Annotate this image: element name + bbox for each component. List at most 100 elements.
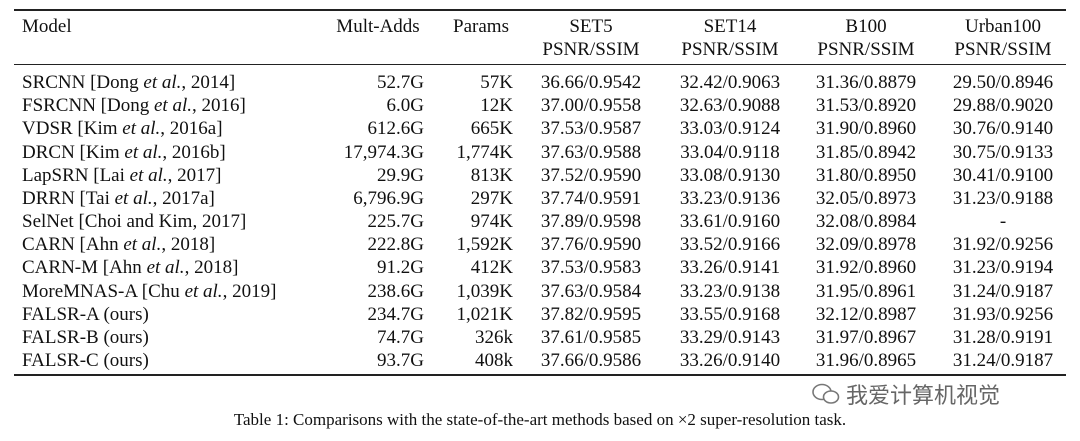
- cell: 31.92/0.8960: [815, 257, 917, 279]
- cell: 31.90/0.8960: [815, 118, 917, 140]
- model-name: FSRCNN [Dong et al., 2016]: [22, 95, 246, 117]
- model-name: LapSRN [Lai et al., 2017]: [22, 164, 222, 186]
- model-name: SelNet [Choi and Kim, 2017]: [22, 211, 247, 233]
- watermark: 我爱计算机视觉: [812, 378, 1000, 410]
- column-subheader: PSNR/SSIM: [817, 39, 915, 60]
- column-header: SET5: [569, 16, 613, 37]
- cell: 29.9G: [377, 164, 424, 186]
- cell: 33.03/0.9124: [679, 118, 781, 140]
- cell: -: [999, 211, 1007, 233]
- cell: 31.92/0.9256: [952, 234, 1054, 256]
- cell: 31.23/0.9194: [952, 257, 1054, 279]
- cell: 1,021K: [456, 303, 513, 325]
- cell: 37.82/0.9595: [540, 303, 642, 325]
- model-name: DRRN [Tai et al., 2017a]: [22, 187, 215, 209]
- watermark-text: 我爱计算机视觉: [846, 384, 1001, 409]
- cell: 297K: [470, 187, 513, 209]
- cell: 32.08/0.8984: [815, 211, 917, 233]
- cell: 31.24/0.9187: [952, 280, 1054, 302]
- cell: 225.7G: [367, 211, 424, 233]
- model-name: VDSR [Kim et al., 2016a]: [22, 118, 223, 140]
- cell: 37.52/0.9590: [540, 164, 642, 186]
- cell: 30.75/0.9133: [952, 141, 1054, 163]
- cell: 17,974.3G: [343, 141, 424, 163]
- cell: 32.63/0.9088: [679, 95, 781, 117]
- cell: 36.66/0.9542: [540, 72, 642, 93]
- cell: 33.61/0.9160: [679, 211, 781, 233]
- cell: 37.61/0.9585: [540, 326, 642, 348]
- cell: 612.6G: [367, 118, 424, 140]
- cell: 12K: [480, 95, 513, 117]
- model-name: FALSR-C (ours): [22, 350, 149, 372]
- model-name: SRCNN [Dong et al., 2014]: [22, 72, 236, 93]
- cell: 37.63/0.9588: [540, 141, 642, 163]
- model-name: FALSR-A (ours): [22, 303, 149, 325]
- cell: 238.6G: [367, 280, 424, 302]
- cell: 31.85/0.8942: [815, 141, 917, 163]
- cell: 408k: [475, 350, 513, 372]
- cell: 37.53/0.9587: [540, 118, 642, 140]
- column-header: Model: [22, 16, 72, 37]
- model-name: CARN-M [Ahn et al., 2018]: [22, 257, 239, 279]
- cell: 33.55/0.9168: [679, 303, 781, 325]
- cell: 31.93/0.9256: [952, 303, 1054, 325]
- column-subheader: PSNR/SSIM: [542, 39, 640, 60]
- cell: 33.26/0.9140: [679, 350, 781, 372]
- cell: 37.74/0.9591: [540, 187, 642, 209]
- cell: 1,774K: [456, 141, 513, 163]
- cell: 33.29/0.9143: [679, 326, 781, 348]
- cell: 37.76/0.9590: [540, 234, 642, 256]
- column-subheader: PSNR/SSIM: [954, 39, 1052, 60]
- cell: 32.05/0.8973: [815, 187, 917, 209]
- column-subheader: PSNR/SSIM: [681, 39, 779, 60]
- cell: 813K: [470, 164, 513, 186]
- cell: 33.52/0.9166: [679, 234, 781, 256]
- top-rule: [14, 9, 1066, 11]
- model-name: FALSR-B (ours): [22, 326, 149, 348]
- cell: 1,039K: [456, 280, 513, 302]
- cell: 6,796.9G: [353, 187, 424, 209]
- caption: Table 1: Comparisons with the state-of-t…: [233, 410, 847, 429]
- cell: 31.36/0.8879: [815, 72, 917, 93]
- cell: 32.09/0.8978: [815, 234, 917, 256]
- cell: 93.7G: [377, 350, 424, 372]
- cell: 37.63/0.9584: [540, 280, 642, 302]
- column-header: Urban100: [965, 16, 1041, 37]
- cell: 234.7G: [367, 303, 424, 325]
- cell: 29.50/0.8946: [952, 72, 1054, 93]
- cell: 326k: [475, 326, 513, 348]
- column-header: Mult-Adds: [336, 16, 420, 37]
- cell: 412K: [470, 257, 513, 279]
- cell: 6.0G: [386, 95, 424, 117]
- cell: 1,592K: [456, 234, 513, 256]
- cell: 37.00/0.9558: [540, 95, 642, 117]
- cell: 37.89/0.9598: [540, 211, 642, 233]
- cell: 33.23/0.9138: [679, 280, 781, 302]
- cell: 32.12/0.8987: [815, 303, 917, 325]
- cell: 31.28/0.9191: [952, 326, 1054, 348]
- cell: 30.76/0.9140: [952, 118, 1054, 140]
- cell: 37.66/0.9586: [540, 350, 642, 372]
- cell: 52.7G: [377, 72, 424, 93]
- column-header: SET14: [703, 16, 757, 37]
- cell: 74.7G: [377, 326, 424, 348]
- cell: 31.24/0.9187: [952, 350, 1054, 372]
- cell: 33.08/0.9130: [679, 164, 781, 186]
- bottom-rule: [14, 374, 1066, 376]
- wechat-icon: [812, 383, 840, 404]
- cell: 31.97/0.8967: [815, 326, 917, 348]
- cell: 37.53/0.9583: [540, 257, 642, 279]
- cell: 974K: [470, 211, 513, 233]
- column-header: Params: [453, 16, 509, 37]
- cell: 57K: [480, 72, 513, 93]
- cell: 31.23/0.9188: [952, 187, 1054, 209]
- cell: 31.95/0.8961: [815, 280, 917, 302]
- cell: 29.88/0.9020: [952, 95, 1054, 117]
- cell: 31.53/0.8920: [815, 95, 917, 117]
- cell: 32.42/0.9063: [679, 72, 781, 93]
- cell: 91.2G: [377, 257, 424, 279]
- model-name: CARN [Ahn et al., 2018]: [22, 234, 216, 256]
- mid-rule: [14, 64, 1066, 65]
- cell: 31.96/0.8965: [815, 350, 917, 372]
